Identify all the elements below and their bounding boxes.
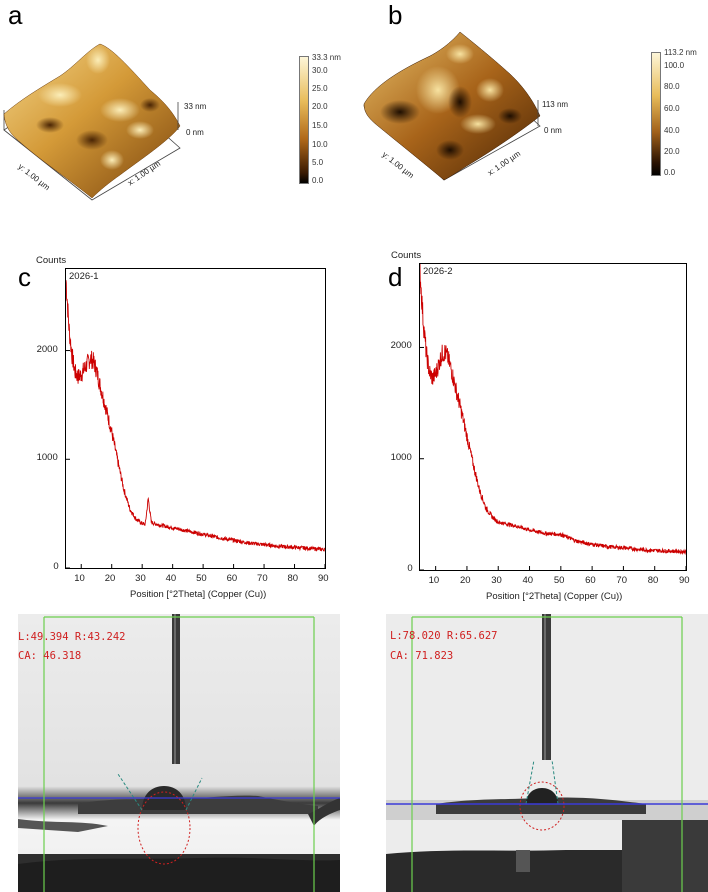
colorbar-b-tick: 0.0 (664, 168, 676, 177)
afm-a-height-label: 33 nm (184, 102, 207, 111)
colorbar-a-tick: 20.0 (312, 102, 328, 111)
contact-angle-e-ca-readout: CA: 46.318 (18, 650, 82, 662)
xrd-d-sample-label: 2026-2 (423, 266, 453, 277)
xrd-d-x-tick-label: 20 (459, 575, 471, 586)
contact-angle-e-lr-readout: L:49.394 R:43.242 (18, 631, 126, 643)
contact-angle-f-lr-readout: L:78.020 R:65.627 (390, 630, 498, 642)
xrd-d-x-tick-label: 40 (522, 575, 534, 586)
panel-label-d: d (388, 262, 403, 292)
colorbar-b-tick: 20.0 (664, 147, 680, 156)
xrd-d-y-axis-title: Counts (391, 250, 422, 261)
xrd-c-plot-area (66, 280, 325, 568)
xrd-c-x-tick-label: 90 (318, 573, 329, 584)
afm-surface-b (363, 31, 541, 181)
afm-b-zero-label: 0 nm (544, 126, 562, 135)
xrd-c-x-axis-title: Position [°2Theta] (Copper (Cu)) (130, 589, 267, 600)
colorbar-a-max-label: 33.3 nm (312, 53, 341, 62)
xrd-c-y-tick-label: 2000 (36, 343, 58, 355)
xrd-c-y-tick-label: 0 (53, 561, 59, 572)
colorbar-b-tick: 80.0 (664, 82, 680, 91)
colorbar-a-tick: 0.0 (312, 176, 324, 185)
xrd-chart-d: 2026-2 (419, 263, 687, 571)
droplet-scene-f (386, 614, 708, 892)
xrd-d-x-tick-label: 10 (428, 575, 440, 586)
panel-label-b: b (388, 0, 403, 30)
xrd-d-y-tick-label: 0 (407, 563, 413, 574)
xrd-d-x-axis-title: Position [°2Theta] (Copper (Cu)) (486, 591, 623, 602)
contact-angle-image-e: L:49.394 R:43.242 CA: 46.318 (18, 614, 340, 892)
colorbar-a-tick: 30.0 (312, 66, 328, 75)
afm-image-b: 113 nm 0 nm y: 1.00 µm x: 1.00 µm (360, 30, 640, 210)
xrd-c-x-tick-label: 30 (135, 573, 146, 584)
xrd-chart-c: 2026-1 (65, 268, 326, 569)
colorbar-a-tick: 15.0 (312, 121, 328, 130)
xrd-d-x-tick-label: 30 (491, 575, 502, 586)
afm-a-zero-label: 0 nm (186, 128, 204, 137)
xrd-d-y-tick-label: 1000 (390, 451, 412, 463)
xrd-d-y-tick-label: 2000 (390, 340, 412, 352)
xrd-c-series-line (66, 280, 325, 552)
afm-b-height-label: 113 nm (542, 100, 569, 109)
colorbar-b-tick: 60.0 (664, 104, 680, 113)
xrd-c-x-tick-label: 10 (74, 573, 85, 584)
xrd-d-plot-area (420, 264, 686, 570)
contact-angle-f-ca-readout: CA: 71.823 (390, 650, 454, 662)
xrd-d-x-tick-label: 60 (585, 575, 596, 586)
afm-surface-a (3, 43, 181, 201)
colorbar-b-max-label: 113.2 nm (664, 48, 697, 57)
colorbar-b-tick: 100.0 (664, 61, 685, 70)
xrd-c-x-tick-label: 40 (165, 573, 177, 584)
colorbar-b-tick: 40.0 (664, 126, 680, 135)
xrd-c-x-tick-label: 20 (104, 573, 116, 584)
panel-label-a: a (8, 0, 23, 30)
panel-label-c: c (18, 262, 31, 292)
xrd-d-x-tick-label: 80 (647, 575, 659, 586)
afm-image-a: 33 nm 0 nm y: 1.00 µm x: 1.00 µm (0, 30, 300, 210)
colorbar-a-tick: 5.0 (312, 158, 324, 167)
contact-angle-image-f: L:78.020 R:65.627 CA: 71.823 (386, 614, 708, 892)
colorbar-a-tick: 25.0 (312, 84, 328, 93)
colorbar-a (299, 56, 309, 184)
xrd-c-x-tick-label: 60 (226, 573, 238, 584)
xrd-c-sample-label: 2026-1 (69, 271, 99, 282)
xrd-d-series-line (420, 264, 686, 556)
xrd-c-y-tick-label: 1000 (36, 452, 58, 464)
xrd-c-y-axis-title: Counts (36, 255, 67, 266)
xrd-d-x-tick-label: 90 (679, 575, 690, 586)
xrd-c-x-tick-label: 50 (196, 573, 207, 584)
xrd-d-x-tick-label: 70 (616, 575, 627, 586)
droplet-scene-e (18, 614, 340, 892)
xrd-c-x-tick-label: 80 (287, 573, 299, 584)
xrd-c-x-tick-label: 70 (257, 573, 268, 584)
xrd-d-x-tick-label: 50 (553, 575, 565, 586)
colorbar-a-tick: 10.0 (312, 140, 328, 149)
colorbar-b (651, 52, 661, 176)
